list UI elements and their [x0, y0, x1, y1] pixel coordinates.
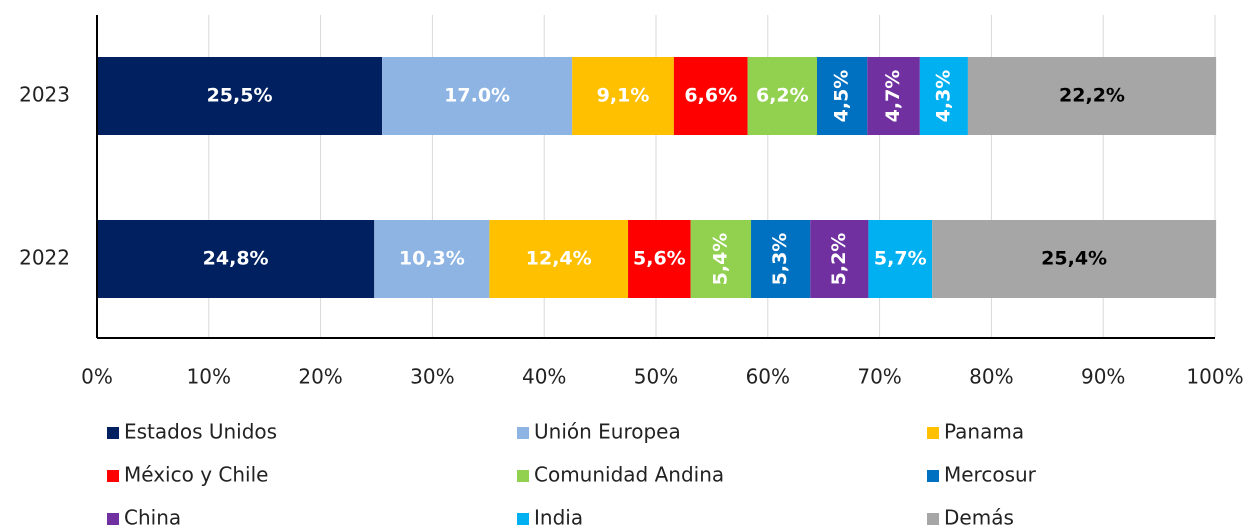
legend-swatch	[517, 513, 529, 525]
bar-segment	[867, 57, 920, 135]
legend-label: Unión Europea	[534, 420, 681, 444]
legend-swatch	[927, 427, 939, 439]
x-tick-label: 100%	[1186, 365, 1243, 389]
data-label: 5,4%	[709, 233, 731, 286]
x-tick-label: 90%	[1081, 365, 1125, 389]
data-label: 4,3%	[932, 70, 954, 123]
bar-segment	[816, 57, 868, 135]
data-label: 12,4%	[526, 248, 592, 270]
bar-segment	[572, 57, 674, 135]
x-tick-label: 50%	[634, 365, 678, 389]
bar-segment	[97, 220, 375, 298]
data-label: 6,6%	[684, 85, 737, 107]
legend-swatch	[927, 470, 939, 482]
data-label: 4,5%	[831, 70, 853, 123]
data-label: 5,3%	[769, 233, 791, 286]
bar-segment	[489, 220, 629, 298]
data-label: 5,6%	[633, 248, 686, 270]
data-label: 6,2%	[756, 85, 809, 107]
data-label: 5,7%	[874, 248, 927, 270]
x-tick-label: 30%	[410, 365, 454, 389]
bar-segment	[382, 57, 573, 135]
bar-segment	[868, 220, 933, 298]
legend-label: México y Chile	[124, 463, 268, 487]
data-label: 9,1%	[597, 85, 650, 107]
x-tick-label: 80%	[969, 365, 1013, 389]
x-tick-label: 0%	[81, 365, 113, 389]
data-label: 10,3%	[399, 248, 465, 270]
legend-swatch	[107, 427, 119, 439]
legend-swatch	[107, 470, 119, 482]
legend-label: China	[124, 506, 181, 529]
bar-segment	[673, 57, 748, 135]
legend-label: Estados Unidos	[124, 420, 277, 444]
x-tick-label: 10%	[187, 365, 231, 389]
x-tick-label: 60%	[746, 365, 790, 389]
y-tick-label: 2022	[19, 246, 70, 270]
data-label: 4,7%	[882, 70, 904, 123]
x-tick-label: 20%	[298, 365, 342, 389]
bar-segment	[690, 220, 752, 298]
legend-swatch	[107, 513, 119, 525]
data-label: 25,5%	[207, 85, 273, 107]
bar-segment	[374, 220, 490, 298]
y-tick-label: 2023	[19, 83, 70, 107]
bar-segment	[747, 57, 817, 135]
bar-segment	[810, 220, 869, 298]
legend-label: India	[534, 506, 583, 529]
legend-label: Comunidad Andina	[534, 463, 724, 487]
data-label: 17.0%	[444, 85, 510, 107]
legend-swatch	[927, 513, 939, 525]
bar-segment	[967, 57, 1217, 135]
legend-swatch	[517, 427, 529, 439]
bar-segment	[919, 57, 968, 135]
bar-segment	[932, 220, 1217, 298]
data-label: 5,2%	[828, 233, 850, 286]
data-label: 24,8%	[203, 248, 269, 270]
data-label: 22,2%	[1059, 85, 1125, 107]
data-label: 25,4%	[1041, 248, 1107, 270]
bar-segment	[628, 220, 691, 298]
bar-segment	[751, 220, 811, 298]
bar-segment	[97, 57, 383, 135]
x-tick-label: 40%	[522, 365, 566, 389]
legend-label: Demás	[944, 506, 1014, 529]
x-tick-label: 70%	[857, 365, 901, 389]
legend-swatch	[517, 470, 529, 482]
legend-label: Mercosur	[944, 463, 1037, 487]
legend-label: Panama	[944, 420, 1024, 444]
